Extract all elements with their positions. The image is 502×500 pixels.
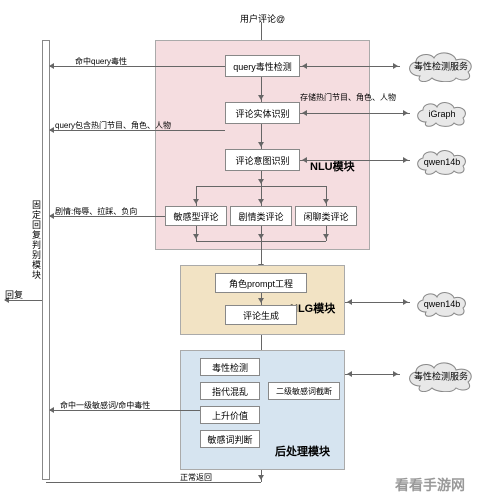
cloud-tox-label: 毒性检测服务: [402, 60, 480, 73]
cloud-qwen2-label: qwen14b: [412, 299, 472, 309]
box-trunc2: 二级敏感词截断: [268, 382, 340, 400]
arr-m3: [326, 226, 327, 241]
arr-f1: [196, 186, 197, 206]
lbl-hit-sens: 命中一级敏感词/命中毒性: [60, 400, 150, 411]
arr-m1: [196, 226, 197, 241]
arr-down-post: [261, 470, 262, 482]
store-label: 存储热门节目、角色、人物: [300, 92, 396, 103]
watermark: 看看手游网: [395, 475, 465, 495]
arr-f2: [261, 186, 262, 206]
box-entity: 评论实体识别: [225, 102, 300, 124]
arr-cloud1: [300, 66, 400, 67]
box-pronoun: 指代混乱: [200, 382, 260, 400]
cloud-igraph: iGraph: [412, 100, 472, 128]
arr-nlg: [261, 293, 262, 305]
cloud-qwen1-label: qwen14b: [412, 157, 472, 167]
arr-cloud3: [300, 160, 410, 161]
input-label: 用户评论@: [240, 12, 285, 25]
box-gen: 评论生成: [225, 305, 297, 325]
fixed-reply-bar: [42, 40, 50, 480]
box-lift: 上升价值: [200, 406, 260, 424]
reply-label: 回复: [5, 288, 23, 301]
box-drama: 剧情类评论: [230, 206, 292, 226]
cloud-tox-svc2: 毒性检测服务: [402, 360, 480, 392]
box-chat: 闲聊类评论: [295, 206, 357, 226]
box-intent: 评论意图识别: [225, 149, 300, 171]
arr-cloud5: [345, 374, 400, 375]
lbl-normal: 正常返回: [180, 472, 212, 483]
lbl-hit-tox: 命中query毒性: [75, 56, 127, 67]
return-h: [46, 482, 261, 483]
arr-f3: [326, 186, 327, 206]
box-sens-judge: 敏感词判断: [200, 430, 260, 448]
cloud-tox2-label: 毒性检测服务: [402, 370, 480, 383]
arr-cloud4: [345, 302, 410, 303]
arr1: [261, 77, 262, 102]
lbl-drama-neg: 剧情:侮辱、拉踩、负向: [55, 206, 137, 217]
diagram-canvas: 用户评论@ NLU模块 query毒性检测 评论实体识别 评论意图识别 敏感型评…: [0, 0, 502, 500]
arr-m2: [261, 226, 262, 241]
lbl-hot: query包含热门节目、角色、人物: [55, 120, 171, 131]
post-label: 后处理模块: [275, 443, 330, 459]
box-query-tox: query毒性检测: [225, 55, 300, 77]
box-sens: 敏感型评论: [165, 206, 227, 226]
arr-cloud2: [300, 113, 410, 114]
cloud-igraph-label: iGraph: [412, 109, 472, 119]
cloud-qwen2: qwen14b: [412, 290, 472, 318]
box-role-prompt: 角色prompt工程: [215, 273, 307, 293]
cloud-qwen1: qwen14b: [412, 148, 472, 176]
box-tox2: 毒性检测: [200, 358, 260, 376]
fixed-reply-label: 固定回复判别模块: [30, 200, 43, 280]
arr2: [261, 124, 262, 149]
arr3a: [261, 171, 262, 186]
cloud-tox-svc: 毒性检测服务: [402, 50, 480, 82]
